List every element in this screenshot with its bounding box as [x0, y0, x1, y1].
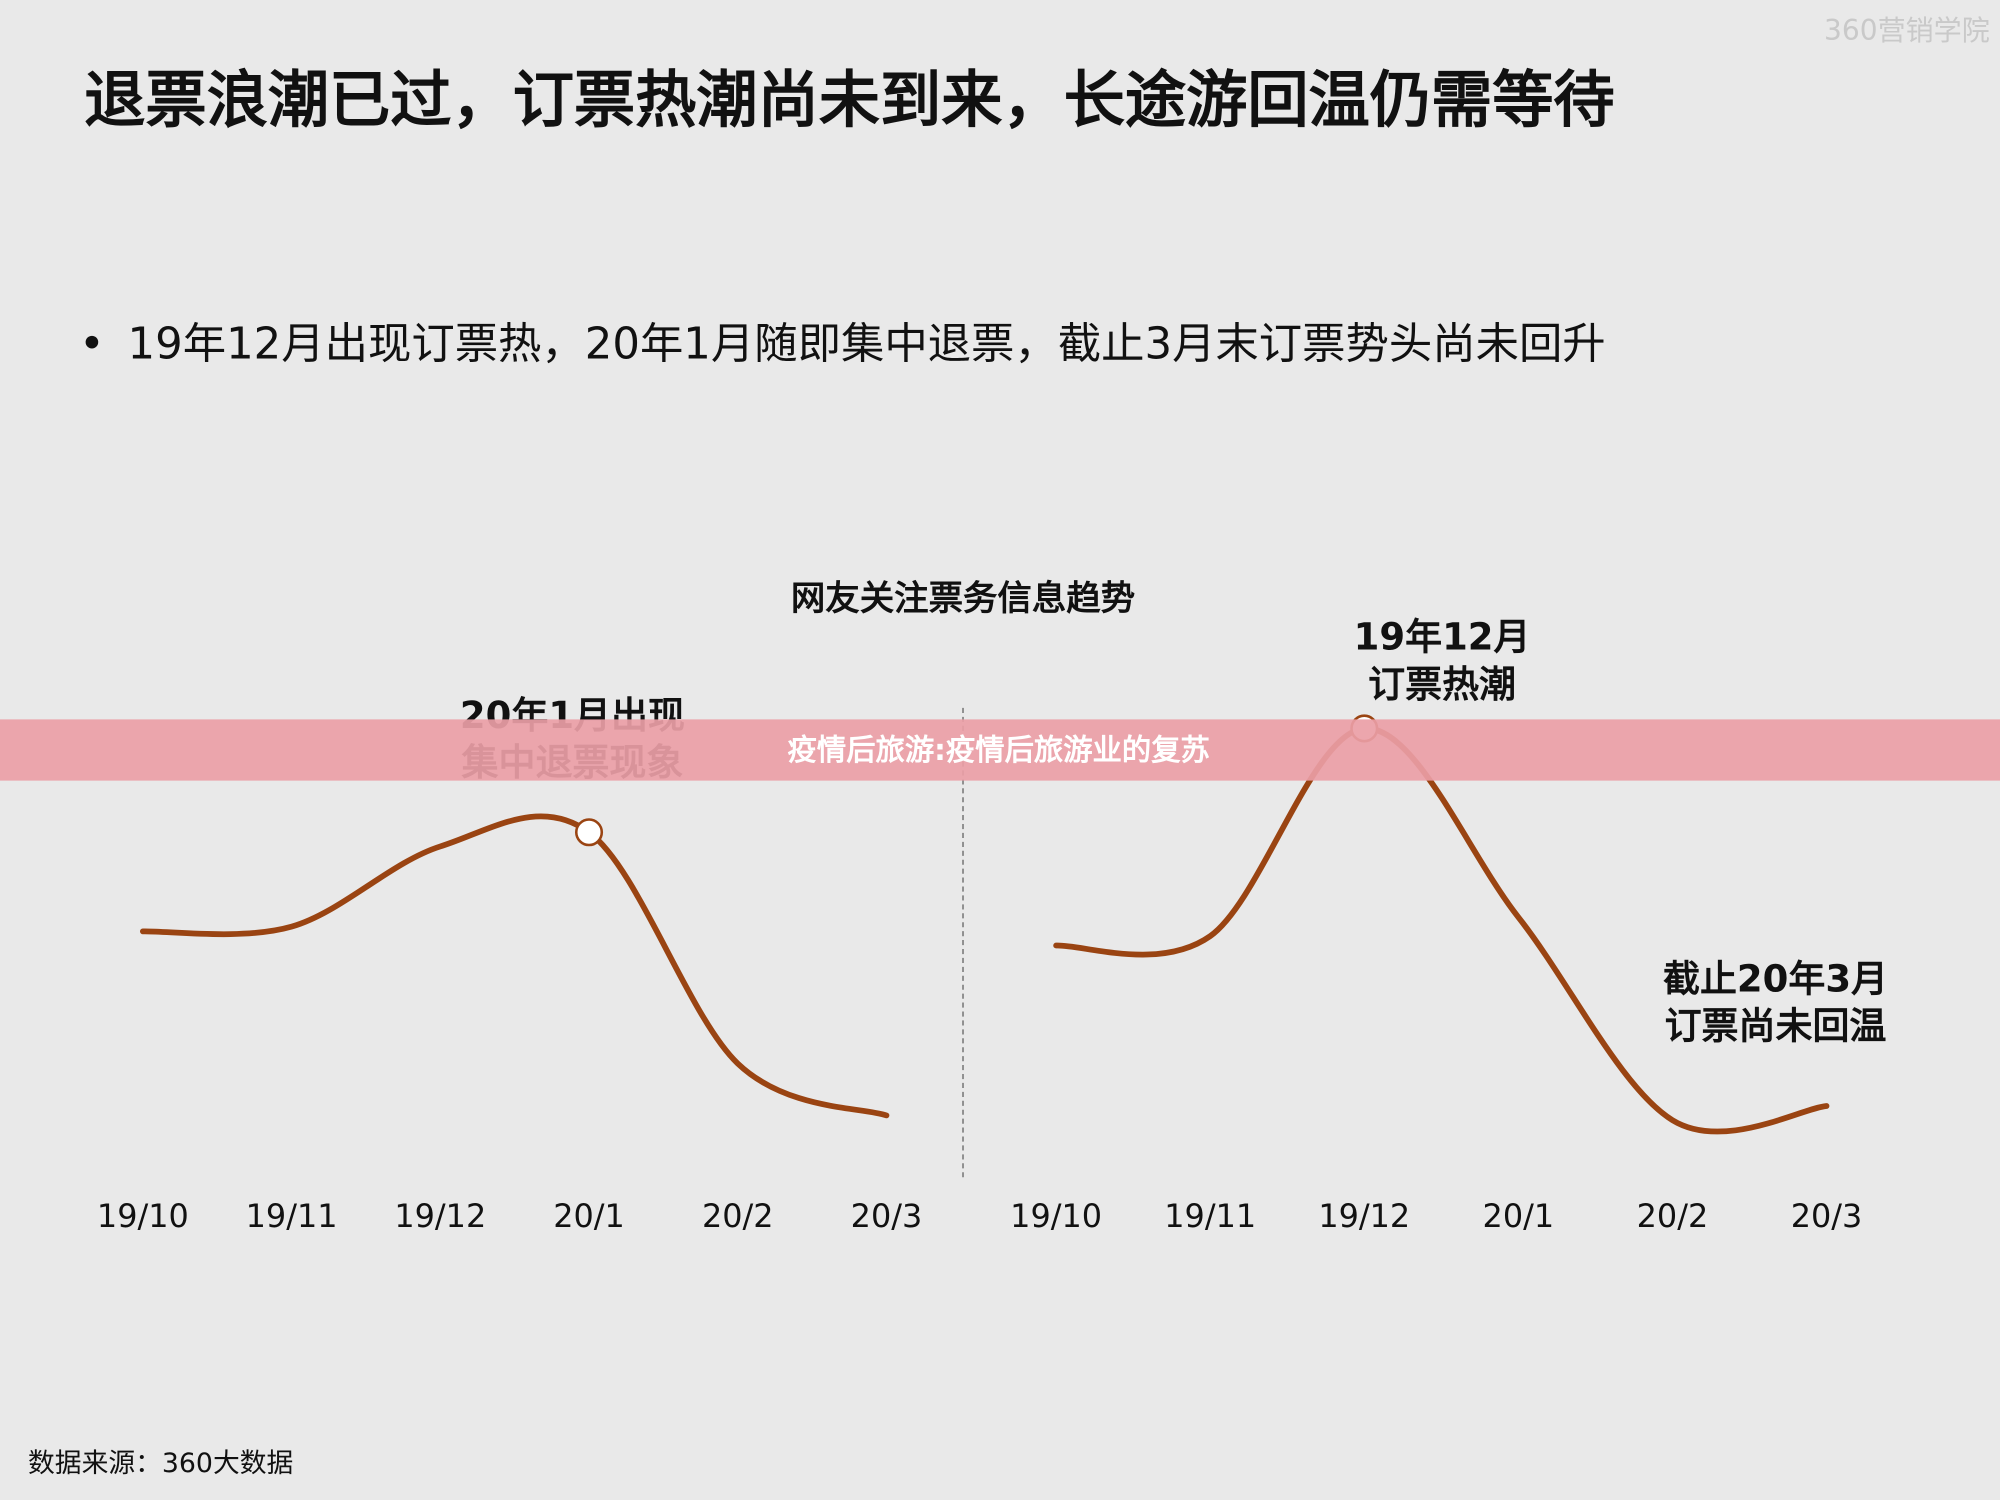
banner-text: 疫情后旅游:疫情后旅游业的复苏	[788, 733, 1210, 767]
x-tick-label: 20/2	[702, 1197, 774, 1235]
watermark: 360营销学院	[1824, 14, 1990, 47]
x-tick-label: 20/2	[1637, 1197, 1709, 1235]
annotation: 截止20年3月	[1663, 957, 1888, 1000]
annotation: 订票热潮	[1368, 663, 1516, 706]
banner	[0, 719, 2000, 781]
x-tick-label: 19/12	[1318, 1197, 1410, 1235]
slide-title: 退票浪潮已过，订票热潮尚未到来，长途游回温仍需等待	[84, 65, 1614, 136]
bullet-dot: •	[79, 319, 105, 369]
x-tick-label: 20/1	[1483, 1197, 1555, 1235]
charts: 19/1019/1119/1220/120/220/320年1月出现集中退票现象…	[97, 616, 1888, 1235]
chart-title: 网友关注票务信息趋势	[791, 579, 1135, 619]
source: 数据来源：360大数据	[28, 1448, 293, 1479]
x-tick-label: 19/11	[246, 1197, 338, 1235]
x-tick-label: 20/3	[1791, 1197, 1863, 1235]
annotation: 订票尚未回温	[1665, 1005, 1887, 1048]
line	[1053, 725, 1830, 1135]
marker	[574, 818, 604, 847]
x-tick-label: 20/1	[553, 1197, 625, 1235]
line	[139, 813, 890, 1119]
x-tick-label: 19/10	[97, 1197, 189, 1235]
x-tick-label: 20/3	[851, 1197, 923, 1235]
x-tick-label: 19/10	[1010, 1197, 1102, 1235]
bullet-text: 19年12月出现订票热，20年1月随即集中退票，截止3月末订票势头尚未回升	[128, 319, 1606, 369]
annotation: 19年12月	[1354, 616, 1531, 659]
x-tick-label: 19/11	[1164, 1197, 1256, 1235]
x-tick-label: 19/12	[394, 1197, 486, 1235]
